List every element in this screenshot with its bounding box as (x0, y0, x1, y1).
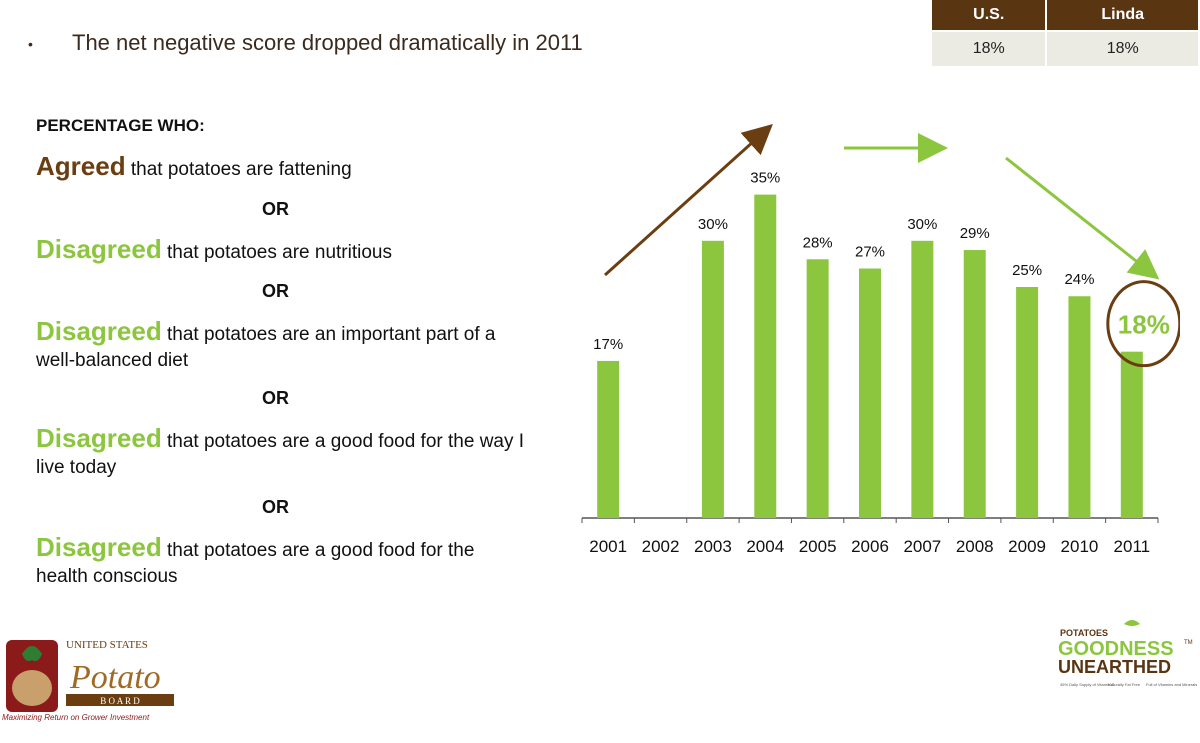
potato-icon (12, 670, 52, 706)
trend-down-arrow (1005, 156, 1160, 280)
criteria-keyword: Disagreed (36, 234, 162, 264)
criteria-text: that potatoes are nutritious (161, 242, 392, 263)
data-label: 17% (593, 336, 623, 353)
x-tick-label: 2009 (1008, 537, 1046, 556)
trend-up-arrow (603, 123, 773, 277)
or-label: OR (262, 388, 289, 408)
sprout-icon (1124, 620, 1140, 626)
x-tick-label: 2003 (694, 537, 732, 556)
gu-line1: POTATOES (1060, 628, 1108, 638)
usp-script: Potato (69, 659, 161, 696)
headline: • The net negative score dropped dramatic… (28, 30, 583, 56)
highlight-circle (1106, 280, 1180, 368)
bar (1120, 351, 1143, 518)
data-label: 27% (855, 244, 885, 261)
summary-table: U.S. Linda 18% 18% (932, 0, 1200, 66)
criteria-item-2: Disagreed that potatoes are nutritious (36, 236, 556, 266)
summary-value-us: 18% (932, 30, 1048, 66)
or-label: OR (262, 281, 289, 301)
usp-board-band (66, 694, 174, 706)
data-label: 18% (1118, 310, 1170, 340)
x-tick-label: 2007 (903, 537, 941, 556)
criteria-keyword: Disagreed (36, 532, 162, 562)
x-tick-label: 2008 (956, 537, 994, 556)
gu-line3: UNEARTHED (1058, 657, 1171, 677)
x-tick-label: 2001 (589, 537, 627, 556)
gu-tm: TM (1184, 640, 1193, 646)
bar (859, 268, 881, 518)
data-label: 30% (907, 216, 937, 233)
bullet: • (28, 36, 33, 53)
criteria-text: that potatoes are an important part of a… (36, 324, 496, 371)
bar (963, 250, 986, 519)
criteria-text: that potatoes are fattening (125, 159, 352, 180)
usp-line1: UNITED STATES (66, 639, 148, 651)
x-tick-label: 2006 (851, 537, 889, 556)
x-tick-label: 2004 (746, 537, 784, 556)
or-label: OR (262, 497, 289, 517)
bar (754, 194, 777, 518)
criteria-text: that potatoes are a good food for the wa… (36, 431, 525, 478)
bar (806, 259, 829, 518)
us-potato-board-logo: UNITED STATES Potato B O A R D Maximizin… (2, 639, 174, 722)
criteria-item-3: Disagreed that potatoes are an important… (36, 318, 526, 374)
gu-line2: GOODNESS (1058, 638, 1174, 660)
bar-chart: 2001 17% 2002 2003 30% 2004 35% 2005 28% 2006 27% 2… (581, 123, 1180, 556)
criteria-keyword: Agreed (36, 151, 126, 181)
bar (911, 240, 934, 519)
gu-tag: Naturally Fat Free (1108, 682, 1141, 687)
bar (1068, 296, 1091, 518)
criteria-keyword: Disagreed (36, 316, 162, 346)
data-label: 24% (1064, 271, 1094, 288)
headline-text: The net negative score dropped dramatica… (72, 30, 583, 55)
data-label: 25% (1012, 262, 1042, 279)
summary-header-linda: Linda (1046, 0, 1200, 31)
criteria-text: that potatoes are a good food for the he… (36, 540, 475, 587)
bar (597, 360, 620, 518)
data-label: 30% (698, 216, 728, 233)
gu-tag: 45% Daily Supply of Vitamin C (1060, 682, 1114, 687)
or-label: OR (262, 199, 289, 219)
x-tick-label: 2011 (1114, 537, 1151, 556)
bar (701, 240, 724, 519)
goodness-unearthed-logo: POTATOES GOODNESS TM UNEARTHED 45% Daily… (1058, 620, 1197, 687)
criteria-item-4: Disagreed that potatoes are a good food … (36, 425, 526, 481)
summary-value-linda: 18% (1046, 30, 1200, 66)
x-tick-label: 2002 (642, 537, 680, 556)
x-tick-label: 2005 (799, 537, 837, 556)
data-label: 35% (750, 170, 780, 187)
summary-header-us: U.S. (932, 0, 1048, 31)
usp-board: B O A R D (100, 696, 140, 706)
leaf-icon (22, 646, 42, 662)
criteria-heading: PERCENTAGE WHO: (36, 116, 205, 135)
gu-tag: Full of Vitamins and Minerals (1146, 682, 1197, 687)
x-tick-label: 2010 (1061, 537, 1099, 556)
criteria-item-1: Agreed that potatoes are fattening (36, 153, 556, 183)
data-label: 28% (803, 234, 833, 251)
usp-tagline: Maximizing Return on Grower Investment (2, 713, 150, 722)
criteria-item-5: Disagreed that potatoes are a good food … (36, 534, 526, 590)
data-label: 29% (960, 225, 990, 242)
criteria-keyword: Disagreed (36, 423, 162, 453)
bar (1016, 287, 1039, 518)
